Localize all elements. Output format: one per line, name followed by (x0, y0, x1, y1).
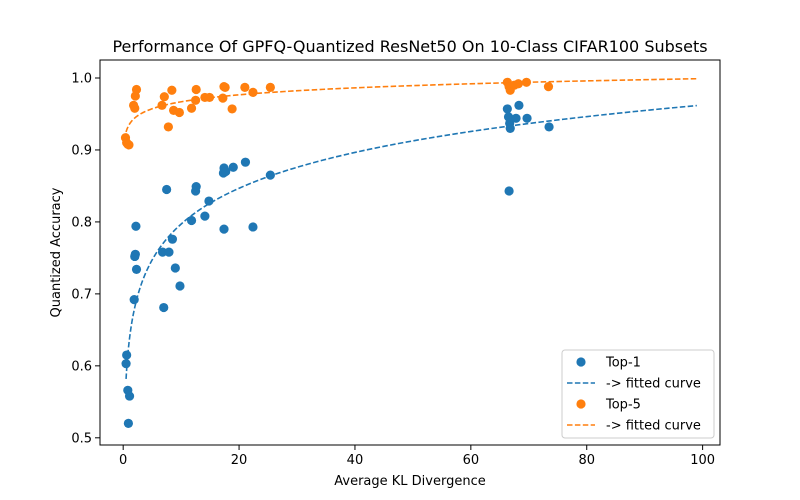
top-1-point (123, 418, 133, 429)
top-5-point (167, 85, 177, 95)
top-1-point (504, 186, 514, 196)
x-tick-label: 20 (231, 453, 248, 468)
top-1-point (159, 302, 169, 313)
top-5-point (163, 122, 173, 132)
x-axis-label: Average KL Divergence (334, 474, 485, 489)
top-1-point (200, 211, 210, 221)
top-5-point (131, 84, 142, 95)
top-5-point (191, 84, 201, 95)
top-1-point (131, 264, 142, 275)
top-5-point (174, 107, 184, 118)
top-1-point (219, 224, 229, 234)
x-tick-label: 80 (578, 453, 595, 468)
top-1-point (170, 263, 180, 273)
top-5-point (543, 82, 554, 92)
top-1-point (124, 391, 135, 401)
legend-label: -> fitted curve (606, 419, 701, 434)
legend-marker (576, 357, 586, 367)
top-1-point (240, 157, 251, 167)
top-1-point (544, 122, 554, 132)
top-1-point (164, 247, 174, 257)
top-1-point (221, 166, 231, 177)
top-1-point (175, 281, 185, 291)
legend-label: Top-5 (605, 398, 641, 413)
top-1-point (131, 221, 141, 231)
legend-label: Top-1 (605, 356, 641, 371)
top-5-fitted-curve (125, 77, 697, 133)
top-1-point (121, 359, 131, 369)
y-axis: 0.5 0.6 0.7 0.8 0.9 1.0 (71, 71, 100, 446)
legend: Top-1 -> fitted curve Top-5 -> fitted curve (561, 349, 715, 439)
plot-frame (99, 59, 721, 446)
top-5-point (124, 140, 134, 150)
top-5-point (218, 93, 228, 103)
x-tick-label: 40 (347, 453, 364, 468)
x-tick-label: 60 (463, 453, 480, 468)
y-tick-label: 0.6 (71, 359, 92, 374)
top-1-point (511, 113, 521, 123)
top-1-point (514, 100, 524, 110)
top-5-point (248, 87, 258, 97)
y-tick-label: 0.7 (71, 287, 92, 302)
top-1-point (191, 182, 201, 192)
y-axis-label: Quantized Accuracy (49, 187, 64, 317)
top-1-point (522, 113, 532, 123)
legend-box (561, 349, 715, 439)
top-1-point (162, 184, 172, 195)
top-5-point (513, 79, 523, 89)
x-axis: 0 20 40 60 80 100 (119, 445, 715, 468)
y-tick-label: 1.0 (71, 71, 92, 86)
plot-area (120, 77, 697, 429)
legend-label: -> fitted curve (606, 377, 701, 392)
top-5-point (159, 92, 169, 102)
y-tick-label: 0.8 (71, 215, 92, 230)
top-5-point (157, 100, 167, 110)
top-1-fitted-curve (125, 104, 697, 379)
x-tick-label: 100 (690, 453, 715, 468)
legend-marker (576, 399, 586, 409)
y-tick-label: 0.5 (71, 431, 92, 446)
x-tick-label: 0 (119, 453, 127, 468)
chart-title: Performance Of GPFQ-Quantized ResNet50 O… (112, 37, 707, 56)
top-1-point (130, 249, 140, 259)
top-1-point (502, 104, 512, 114)
top-5-point (186, 103, 197, 113)
top-5-point (240, 82, 250, 92)
top-1-point (167, 234, 178, 244)
top-1-point (157, 247, 168, 257)
top-5-point (130, 103, 140, 113)
top-5-point (265, 82, 275, 92)
y-tick-label: 0.9 (71, 143, 92, 158)
top-1-point (248, 222, 258, 232)
top-5-point (227, 104, 237, 114)
top-1-point (228, 162, 238, 172)
top-1-point (122, 350, 132, 360)
top-5-point (220, 82, 230, 92)
